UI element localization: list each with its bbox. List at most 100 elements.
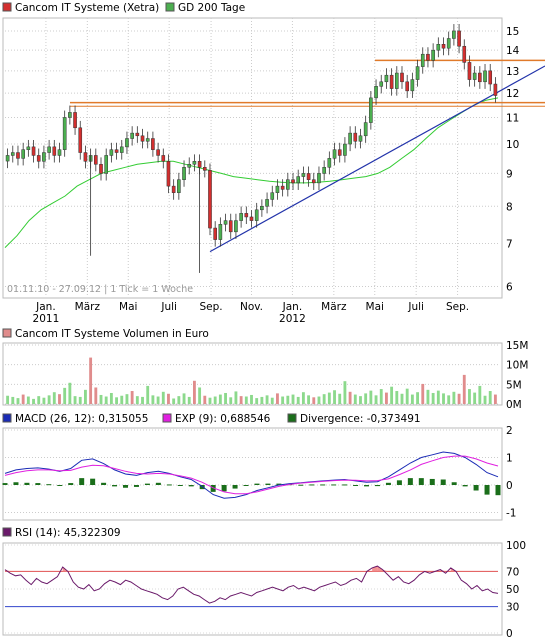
volume-bar (468, 389, 471, 404)
volume-bar (84, 389, 87, 404)
candle-body (171, 185, 176, 193)
volume-panel-frame (2, 342, 503, 406)
price-grid (5, 18, 498, 296)
volume-bar (177, 396, 181, 404)
x-tick-label: März (321, 301, 347, 313)
candle-body (343, 143, 347, 156)
candle-body (410, 79, 415, 92)
y-tick-label: 5M (506, 379, 522, 391)
candle-body (47, 146, 51, 153)
candle-body (218, 224, 223, 240)
legend-swatch-price (2, 2, 12, 12)
volume-bar (37, 396, 41, 404)
candle-body (369, 97, 373, 123)
volume-bar (400, 393, 404, 404)
volume-bar (395, 391, 399, 404)
candle-body (317, 173, 321, 184)
macd-y-ticks: 2 1 0 -1 (506, 425, 516, 520)
volume-bar (462, 374, 466, 404)
legend-swatch-divergence (287, 413, 297, 423)
volume-bar (473, 392, 477, 404)
candle-body (223, 220, 228, 225)
y-tick-label: 11 (506, 112, 519, 124)
legend-volume: Cancom IT Systeme Volumen in Euro (15, 328, 209, 340)
candle-body (462, 45, 467, 63)
volume-bar (182, 393, 186, 404)
divergence-bar (473, 485, 479, 491)
volume-bar (192, 380, 196, 404)
divergence-bar (385, 482, 391, 485)
candle-body (249, 216, 254, 221)
candle-body (389, 74, 394, 89)
volume-bar (379, 389, 383, 404)
divergence-bar (35, 483, 41, 485)
volume-bar (146, 385, 150, 404)
candle-body (213, 227, 217, 240)
candle-body (296, 176, 301, 184)
volume-bar (452, 391, 456, 404)
volume-bar (478, 385, 482, 404)
volume-bar (89, 357, 93, 404)
divergence-bar (166, 484, 172, 486)
candle-body (140, 135, 145, 142)
candle-body (436, 44, 441, 51)
volume-bar (26, 396, 30, 404)
candle-body (415, 66, 420, 80)
divergence-bar (46, 484, 52, 486)
volume-bar (276, 393, 279, 404)
volume-bar (21, 394, 25, 404)
candle-body (467, 62, 472, 80)
y-tick-label: 30 (506, 602, 519, 614)
gd200-line (4, 97, 499, 248)
volume-bar (172, 398, 176, 404)
candle-body (31, 146, 36, 156)
y-tick-label: 8 (506, 201, 513, 213)
volume-bar (198, 387, 202, 404)
candle-body (99, 164, 103, 174)
volume-bar (327, 392, 331, 404)
volume-bar (296, 396, 300, 404)
candle-body (187, 164, 192, 168)
legend-price: Cancom IT Systeme (Xetra) (15, 2, 159, 14)
divergence-bar (418, 478, 424, 485)
x-tick-label: Sep. (200, 301, 223, 313)
candle-body (493, 83, 498, 96)
legend-rsi: RSI (14): 45,322309 (15, 527, 121, 539)
candle-body (104, 155, 109, 174)
volume-bar (390, 386, 394, 404)
volume-bar (141, 396, 144, 404)
volume-bar (63, 387, 67, 404)
divergence-bar (484, 485, 490, 495)
candle-body (327, 158, 332, 168)
divergence-bar (112, 485, 118, 487)
volume-bar (213, 396, 217, 404)
y-tick-label: 12 (506, 88, 519, 100)
candle-body (94, 155, 98, 165)
volume-bar (6, 395, 10, 404)
candle-body (177, 179, 181, 193)
legend-swatch-gd200 (165, 2, 175, 12)
candle-body (353, 132, 358, 142)
volume-bar (343, 381, 347, 404)
candle-body (358, 135, 363, 142)
divergence-bar (177, 485, 183, 486)
volume-bar (187, 396, 191, 404)
y-tick-label: 15M (506, 340, 528, 352)
divergence-bar (101, 482, 107, 485)
y-tick-label: 2 (506, 425, 513, 437)
legend-swatch-macd (2, 413, 12, 423)
y-tick-label: 1 (506, 453, 513, 465)
period-footnote: 01.11.10 - 27.09.12 | 1 Tick = 1 Woche (7, 284, 193, 295)
volume-bar (359, 396, 362, 404)
candle-body (374, 86, 378, 99)
x-tick-label: Juli (407, 301, 424, 313)
volume-bar (58, 394, 61, 404)
y-tick-label: 0 (506, 480, 513, 492)
volume-bar (447, 395, 451, 404)
volume-bar (270, 397, 274, 404)
divergence-bar (342, 484, 348, 486)
volume-bar (229, 397, 233, 404)
price-panel-frame (2, 17, 503, 299)
candle-body (337, 149, 342, 156)
volume-bar (203, 395, 207, 404)
